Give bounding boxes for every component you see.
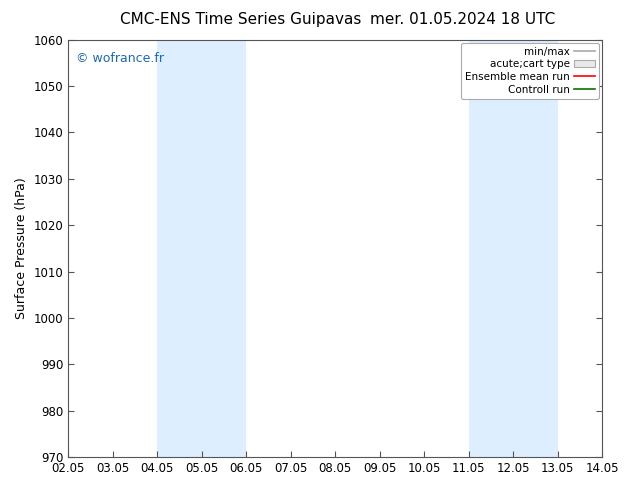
Legend: min/max, acute;cart type, Ensemble mean run, Controll run: min/max, acute;cart type, Ensemble mean …	[461, 43, 599, 99]
Text: CMC-ENS Time Series Guipavas: CMC-ENS Time Series Guipavas	[120, 12, 361, 27]
Text: © wofrance.fr: © wofrance.fr	[76, 52, 164, 65]
Y-axis label: Surface Pressure (hPa): Surface Pressure (hPa)	[15, 177, 28, 319]
Bar	[469, 40, 514, 457]
Text: mer. 01.05.2024 18 UTC: mer. 01.05.2024 18 UTC	[370, 12, 555, 27]
Bar	[202, 40, 246, 457]
Bar	[514, 40, 558, 457]
Bar	[157, 40, 202, 457]
